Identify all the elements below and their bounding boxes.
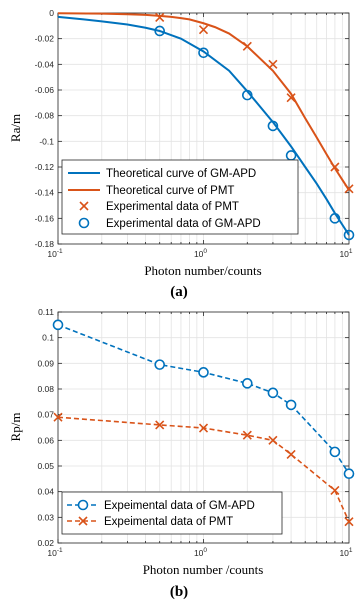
legend-marker-gm-apd-o bbox=[77, 499, 89, 511]
y-tick-label: 0 bbox=[49, 8, 54, 18]
data-point bbox=[267, 120, 279, 132]
data-point bbox=[344, 517, 354, 527]
data-point bbox=[198, 47, 209, 59]
data-point bbox=[241, 378, 253, 389]
data-point bbox=[155, 12, 165, 23]
legend-label: Expeimental data of PMT bbox=[104, 516, 233, 528]
data-point bbox=[198, 367, 209, 378]
y-tick-label: 0.06 bbox=[37, 435, 54, 445]
data-point bbox=[154, 25, 166, 37]
chart-b-ylabel: Rp/m bbox=[8, 413, 23, 442]
y-tick-label: -0.16 bbox=[35, 213, 55, 223]
data-point bbox=[242, 430, 252, 440]
series-line bbox=[57, 12, 350, 191]
legend-label: Expeimental data of GM-APD bbox=[104, 500, 255, 512]
chart-a-legend-box bbox=[61, 159, 299, 235]
legend-label: Theoretical curve of PMT bbox=[106, 185, 234, 197]
y-tick-label: 0.08 bbox=[37, 384, 54, 394]
legend-label: Theoretical curve of GM-APD bbox=[106, 168, 256, 180]
legend-marker-gm-apd-o bbox=[78, 217, 90, 229]
data-point bbox=[286, 93, 296, 103]
y-tick-label: -0.12 bbox=[35, 162, 55, 172]
y-tick-label: -0.06 bbox=[35, 85, 55, 95]
y-tick-label: -0.08 bbox=[35, 111, 55, 121]
data-point bbox=[155, 420, 165, 430]
y-tick-label: 0.05 bbox=[37, 461, 54, 471]
data-point bbox=[198, 25, 209, 35]
data-point bbox=[242, 41, 252, 51]
series-line bbox=[57, 15, 350, 236]
x-tick-label: 10-1 bbox=[47, 547, 63, 558]
chart-b-legend-box bbox=[61, 491, 283, 535]
chart-b-caption: (b) bbox=[170, 584, 188, 600]
y-tick-label: -0.1 bbox=[39, 136, 54, 146]
chart-b-legend: Expeimental data of GM-APD Expeimental d… bbox=[61, 491, 283, 535]
data-point bbox=[267, 387, 279, 399]
chart-b: 0.02 0.03 0.04 0.05 0.06 0.07 0.08 0.09 0.1 0.11 1… bbox=[8, 307, 355, 600]
y-tick-label: 0.03 bbox=[37, 512, 54, 522]
data-point bbox=[52, 319, 64, 331]
data-point bbox=[330, 485, 340, 495]
y-tick-label: 0.1 bbox=[42, 333, 54, 343]
y-tick-label: 0.11 bbox=[38, 307, 54, 317]
legend-marker-pmt-x bbox=[79, 201, 89, 211]
y-tick-label: -0.04 bbox=[35, 59, 55, 69]
data-point bbox=[344, 184, 354, 194]
chart-a-caption: (a) bbox=[170, 284, 188, 300]
data-point bbox=[286, 449, 296, 460]
data-point bbox=[343, 229, 355, 241]
chart-a-legend: Theoretical curve of GM-APD Theoretical … bbox=[61, 159, 299, 235]
chart-b-xlabel: Photon number /counts bbox=[143, 562, 264, 577]
x-tick-label: 100 bbox=[194, 248, 207, 259]
data-point bbox=[268, 435, 278, 445]
data-point bbox=[198, 423, 209, 433]
data-point bbox=[268, 59, 278, 69]
y-tick-label: -0.18 bbox=[35, 239, 55, 249]
data-point bbox=[53, 412, 63, 422]
chart-a: 0 -0.02 -0.04 -0.06 -0.08 -0.1 -0.12 -0.14 -0.16… bbox=[8, 8, 355, 300]
chart-a-ylabel: Ra/m bbox=[8, 114, 23, 142]
legend-marker-pmt-x bbox=[78, 516, 88, 526]
y-tick-label: -0.02 bbox=[35, 34, 55, 44]
x-tick-label: 100 bbox=[194, 547, 207, 558]
data-point bbox=[330, 162, 340, 172]
legend-label: Experimental data of PMT bbox=[106, 201, 239, 213]
data-point bbox=[329, 446, 341, 458]
y-tick-label: 0.07 bbox=[37, 410, 54, 420]
x-tick-label: 101 bbox=[339, 248, 352, 259]
y-tick-label: 0.02 bbox=[37, 538, 54, 548]
chart-a-xlabel: Photon number/counts bbox=[144, 263, 261, 278]
data-point bbox=[343, 468, 355, 480]
y-tick-label: -0.14 bbox=[35, 188, 55, 198]
y-tick-label: 0.04 bbox=[37, 487, 54, 497]
data-point bbox=[154, 359, 166, 370]
y-tick-label: 0.09 bbox=[37, 358, 54, 368]
x-tick-label: 101 bbox=[339, 547, 352, 558]
data-point bbox=[241, 89, 253, 101]
series-line bbox=[57, 324, 350, 475]
data-point bbox=[285, 399, 297, 411]
data-point bbox=[329, 213, 341, 224]
legend-label: Experimental data of GM-APD bbox=[106, 218, 261, 230]
series-line bbox=[57, 416, 350, 523]
x-tick-label: 10-1 bbox=[47, 248, 63, 259]
